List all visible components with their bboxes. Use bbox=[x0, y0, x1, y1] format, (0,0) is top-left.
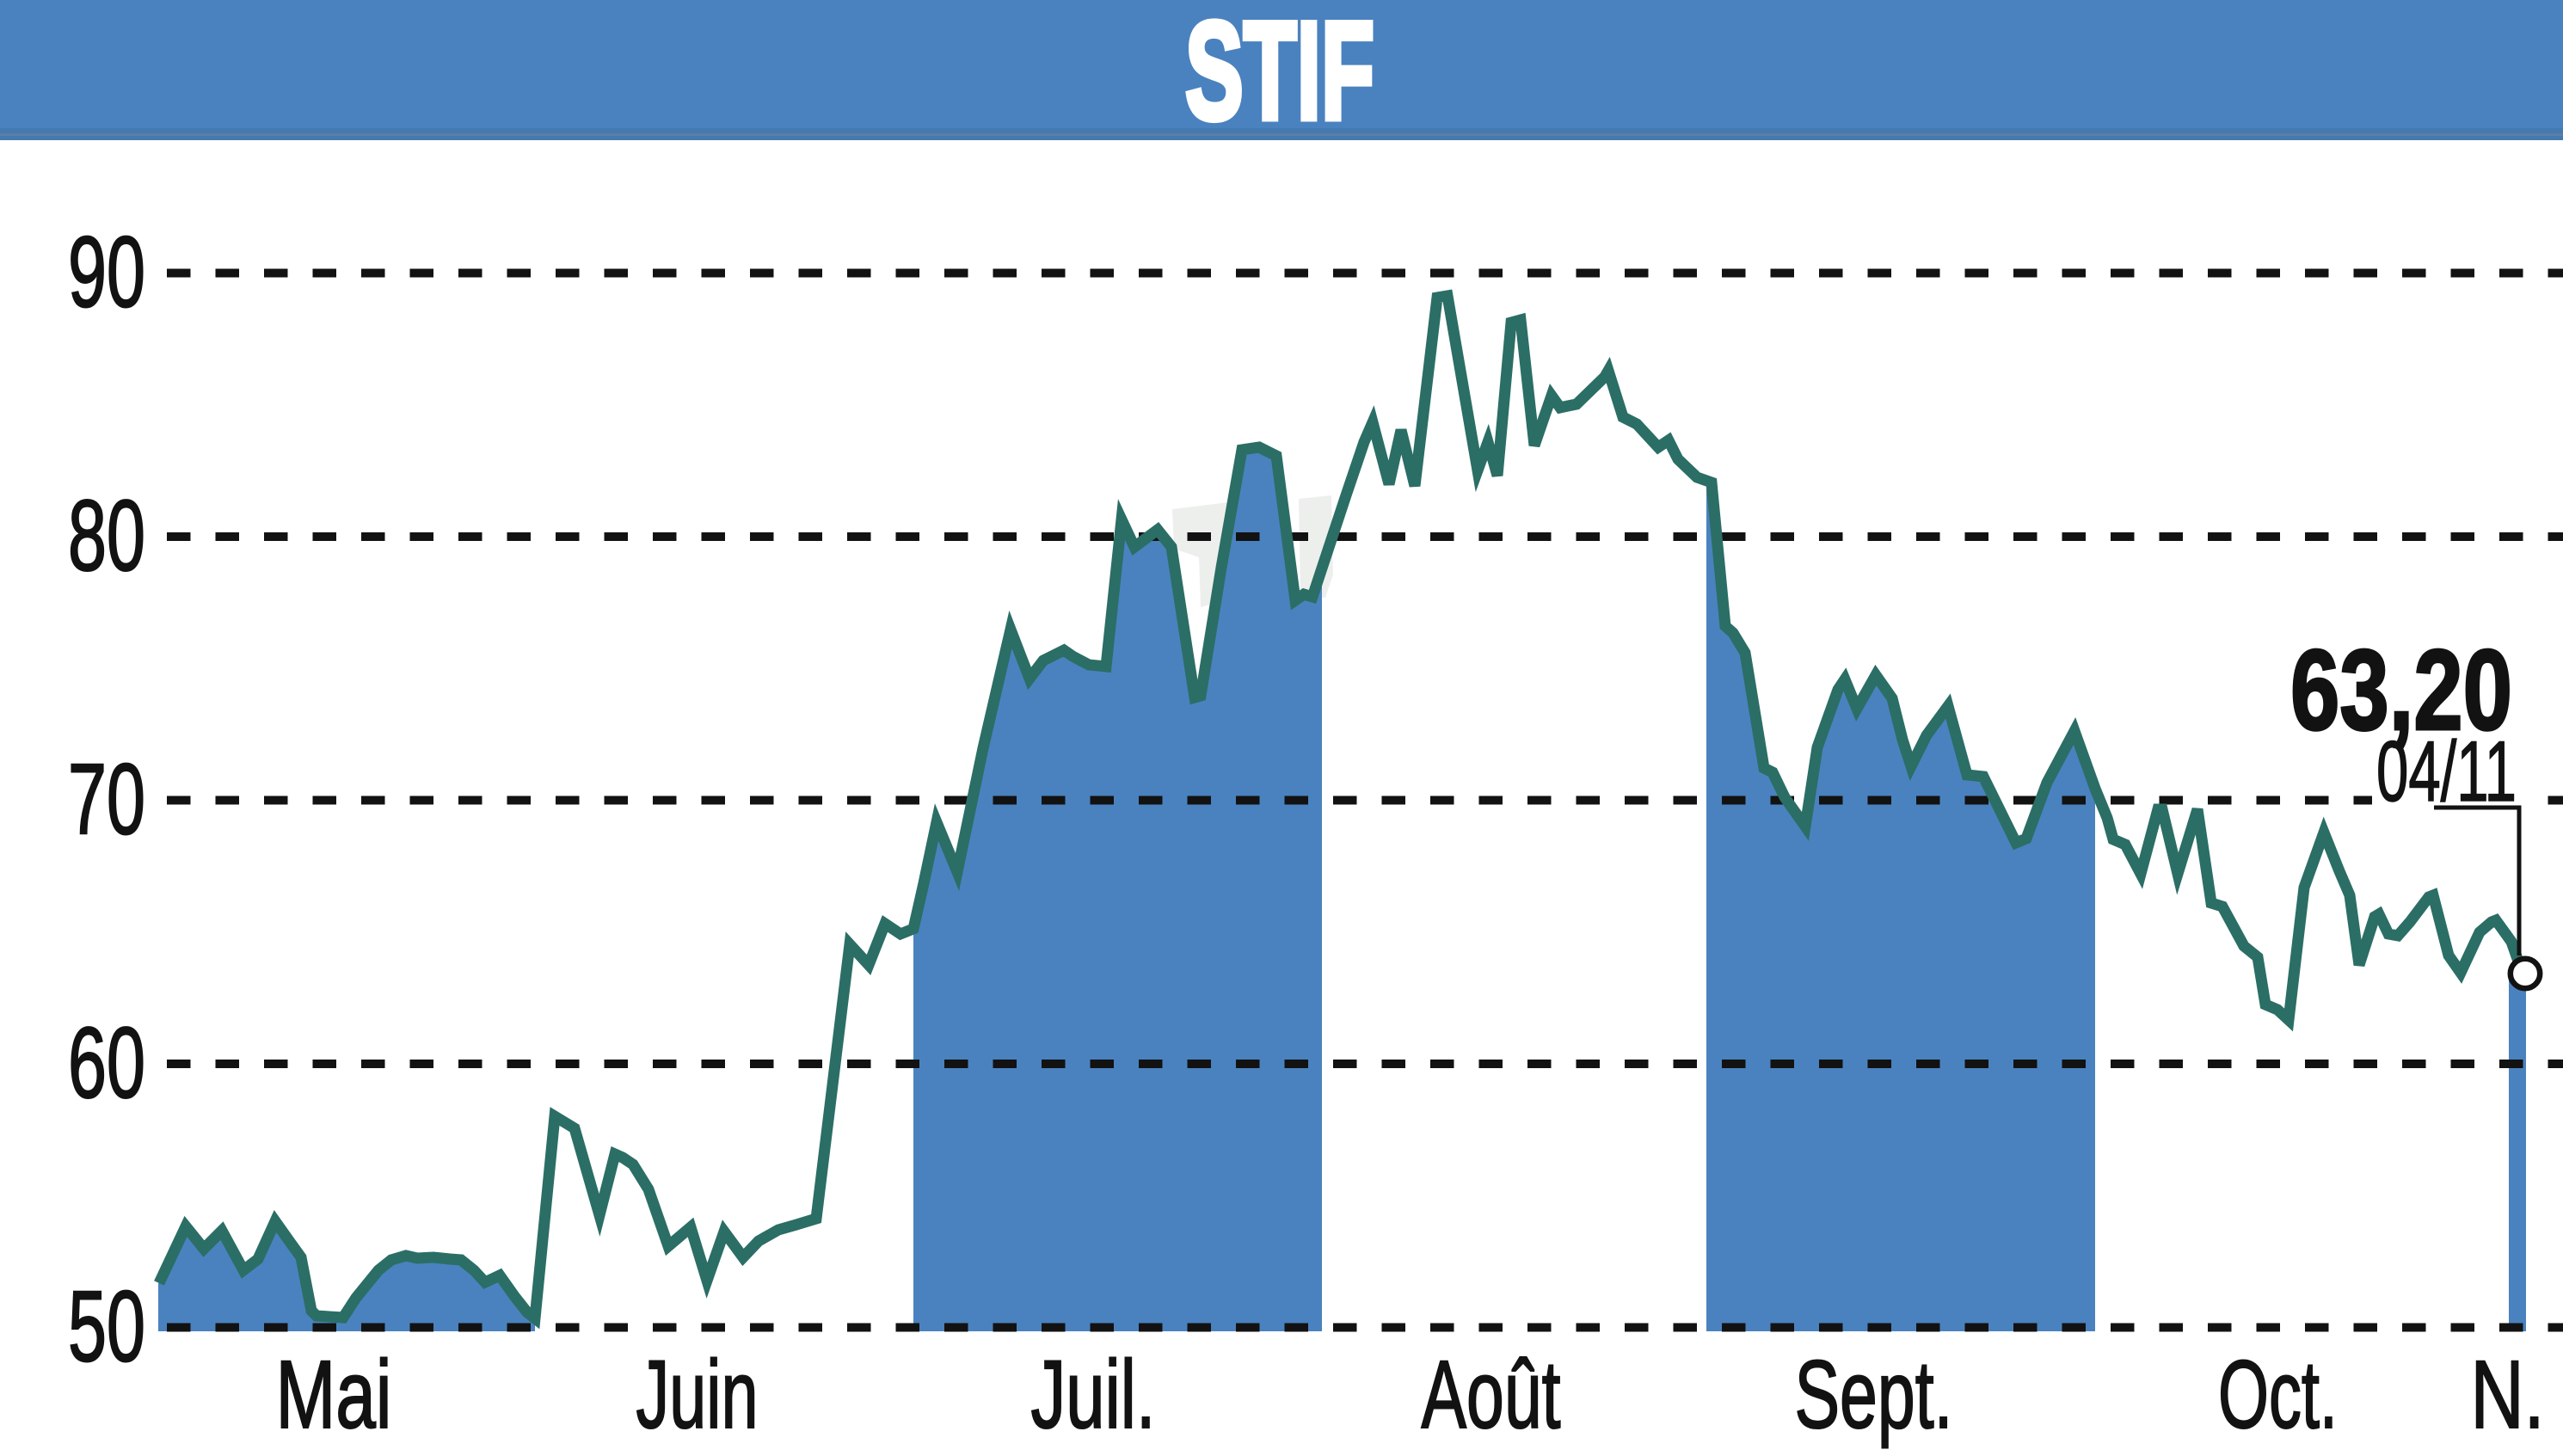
svg-text:63,20: 63,20 bbox=[2290, 627, 2512, 754]
svg-text:Sept.: Sept. bbox=[1795, 1341, 1953, 1448]
svg-text:Juin: Juin bbox=[636, 1341, 759, 1448]
svg-text:50: 50 bbox=[68, 1270, 145, 1383]
svg-text:Août: Août bbox=[1422, 1341, 1561, 1448]
svg-text:80: 80 bbox=[68, 479, 145, 592]
svg-text:70: 70 bbox=[68, 743, 145, 856]
svg-text:60: 60 bbox=[68, 1006, 145, 1119]
svg-text:Juil.: Juil. bbox=[1031, 1341, 1156, 1448]
svg-text:STIF: STIF bbox=[1185, 0, 1374, 149]
svg-text:90: 90 bbox=[68, 216, 145, 329]
svg-text:04/11: 04/11 bbox=[2376, 723, 2517, 819]
svg-text:Oct.: Oct. bbox=[2218, 1341, 2338, 1448]
svg-text:Mai: Mai bbox=[276, 1341, 392, 1448]
svg-text:N.: N. bbox=[2471, 1341, 2545, 1448]
